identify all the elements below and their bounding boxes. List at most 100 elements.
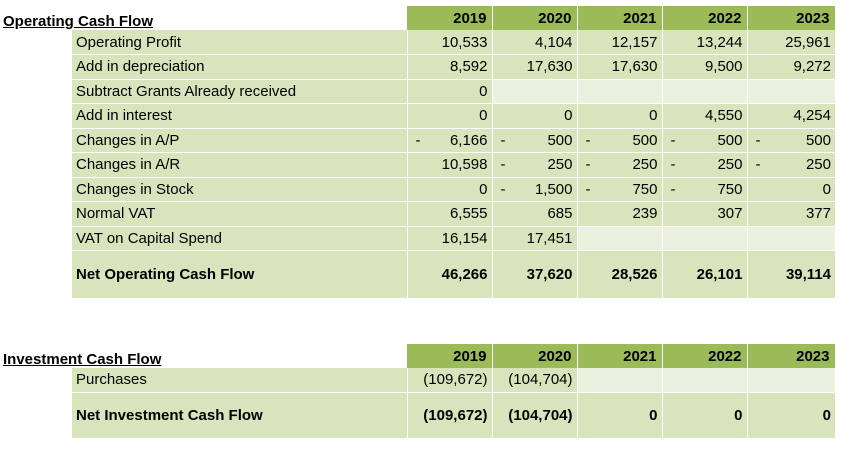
operating-row-label: Add in interest [72,103,407,129]
cell-value: 17,630 [611,58,658,76]
operating-row-value [576,79,662,104]
operating-row-label: Changes in A/P [72,128,407,153]
purchases-value [746,368,835,393]
cell-value: 0 [479,180,488,198]
cell-value: 8,592 [449,58,488,76]
negative-sign: - [585,180,591,198]
investment-header-row: Investment Cash Flow 2019 2020 2021 2022… [0,344,836,368]
net-investment-value: (109,672) [406,392,492,438]
year-header: 2022 [662,344,748,368]
negative-sign: - [500,156,506,174]
negative-sign: - [755,131,761,149]
year-header: 2023 [747,344,836,368]
cell-value: 4,104 [534,33,573,51]
operating-row-value: 0 [746,177,835,202]
cell-value: 0 [822,180,831,198]
operating-row-value: - 500 [746,128,835,153]
negative-sign: - [670,156,676,174]
purchases-value [576,368,662,393]
operating-row-value: - 500 [661,128,747,153]
operating-row-label: Changes in Stock [72,177,407,202]
operating-row-value: 685 [491,201,577,227]
cell-value: 250 [805,156,831,174]
net-investment-value: 0 [746,392,835,438]
operating-row-value: 17,451 [491,226,577,251]
operating-row-value: 0 [491,103,577,129]
negative-sign: - [670,131,676,149]
cell-value: 750 [717,180,743,198]
operating-row-value: 9,500 [661,54,747,80]
negative-sign: - [500,131,506,149]
cell-value: 10,533 [441,33,488,51]
cell-value: 9,500 [704,58,743,76]
operating-row-value: 16,154 [406,226,492,251]
cell-value: 4,254 [793,107,831,125]
negative-sign: - [670,180,676,198]
operating-row-value: - 6,166 [406,128,492,153]
purchases-value [661,368,747,393]
operating-row-value: 0 [406,177,492,202]
cell-value: 0 [479,107,488,125]
operating-row: Changes in A/P -6,166-500-500-500-500 [0,128,835,153]
operating-row-value: - 1,500 [491,177,577,202]
net-investment-value: 0 [576,392,662,438]
purchases-row: Purchases (109,672) (104,704) [0,368,835,393]
year-header: 2021 [577,344,663,368]
operating-row-label: Changes in A/R [72,152,407,178]
cell-value: 250 [632,156,658,174]
year-header: 2019 [407,344,493,368]
operating-header-row: Operating Cash Flow 2019 2020 2021 2022 … [0,6,836,30]
operating-row-value: 17,630 [491,54,577,80]
operating-row: Changes in Stock 0-1,500-750-750 0 [0,177,835,202]
operating-row-label: Add in depreciation [72,54,407,80]
net-operating-value: 39,114 [746,250,835,298]
cell-value: 377 [805,205,831,223]
operating-row-label: Normal VAT [72,201,407,227]
purchases-value: (109,672) [406,368,492,393]
operating-row-value: 8,592 [406,54,492,80]
year-header: 2023 [747,6,836,30]
cell-value: 13,244 [696,33,743,51]
cell-value: 250 [547,156,573,174]
operating-cash-flow-table: Operating Cash Flow 2019 2020 2021 2022 … [0,6,836,298]
year-header: 2020 [492,344,578,368]
operating-row-label: Subtract Grants Already received [72,79,407,104]
year-header: 2021 [577,6,663,30]
cell-value: 1,500 [534,180,573,198]
cell-value: 307 [717,205,743,223]
operating-row-value [491,79,577,104]
operating-row-value: 9,272 [746,54,835,80]
investment-title: Investment Cash Flow [3,351,162,368]
cell-value: 17,451 [526,229,573,247]
operating-row-value: - 750 [661,177,747,202]
operating-row-value: 10,598 [406,152,492,178]
operating-row-value: 0 [576,103,662,129]
operating-row-value: 4,550 [661,103,747,129]
operating-row-value: 17,630 [576,54,662,80]
cell-value: 500 [547,131,573,149]
operating-row-value: 239 [576,201,662,227]
net-investment-row: Net Investment Cash Flow (109,672) (104,… [0,392,835,438]
net-operating-value: 46,266 [406,250,492,298]
operating-row-value: 307 [661,201,747,227]
cell-value: 500 [717,131,743,149]
cell-value: 0 [649,107,658,125]
net-investment-label: Net Investment Cash Flow [72,392,407,438]
operating-row-value [576,226,662,251]
negative-sign: - [755,156,761,174]
operating-row-value: 0 [406,79,492,104]
operating-row-value: - 250 [661,152,747,178]
operating-row-value: 377 [746,201,835,227]
purchases-label: Purchases [72,368,407,393]
operating-row-value: - 250 [576,152,662,178]
operating-row-value [746,226,835,251]
year-header: 2019 [407,6,493,30]
cell-value: 500 [805,131,831,149]
operating-row-value: 25,961 [746,30,835,55]
operating-row-value: 12,157 [576,30,662,55]
cell-value: 6,166 [449,131,488,149]
cell-value: 750 [632,180,658,198]
operating-row-label: Operating Profit [72,30,407,55]
operating-row: Add in interest 0 0 0 4,550 4,254 [0,103,835,129]
negative-sign: - [500,180,506,198]
